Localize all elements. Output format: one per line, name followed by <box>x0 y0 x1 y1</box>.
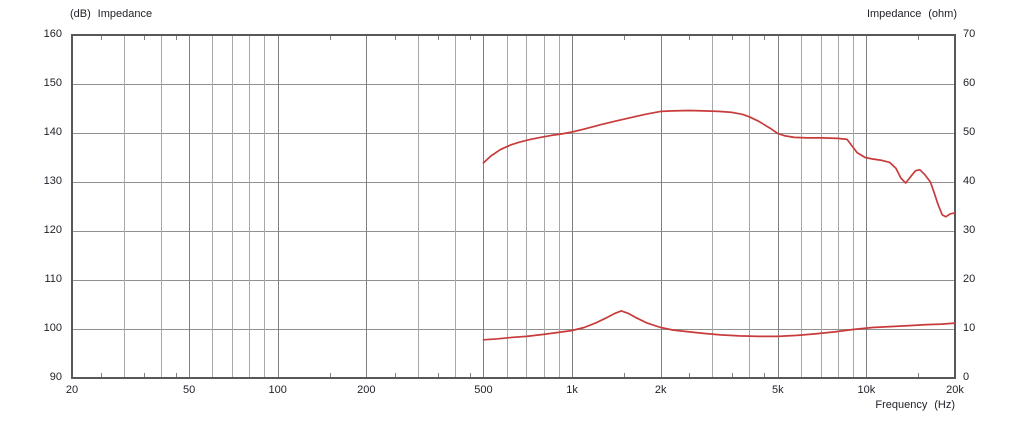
x-tick-label: 1k <box>566 384 578 396</box>
y-right-tick-label: 20 <box>963 273 976 285</box>
y-right-tick-label: 40 <box>963 175 976 187</box>
y-left-tick-label: 90 <box>49 371 62 383</box>
y-right-tick-label: 70 <box>963 28 976 40</box>
response-curve-db <box>482 109 956 218</box>
y-right-tick-label: 60 <box>963 77 976 89</box>
right-axis-title: Impedance (ohm) <box>866 8 957 20</box>
x-tick-label: 5k <box>771 384 784 396</box>
y-right-tick-label: 30 <box>963 224 976 236</box>
y-left-tick-label: 120 <box>43 224 62 236</box>
y-left-tick-label: 130 <box>43 175 62 187</box>
x-axis-title: Frequency (Hz) <box>875 399 955 411</box>
y-right-tick-label: 10 <box>963 322 976 334</box>
x-tick-label: 10k <box>857 384 876 396</box>
impedance-curve-ohm <box>482 310 956 341</box>
x-tick-label: 50 <box>183 384 196 396</box>
x-tick-label: 20 <box>65 384 79 396</box>
y-right-tick-label: 50 <box>963 126 976 138</box>
x-tick-label: 2k <box>654 384 667 396</box>
x-tick-label: 200 <box>357 384 376 396</box>
plot-frame <box>71 34 956 379</box>
x-tick-label: 500 <box>474 384 493 396</box>
left-axis-title: (dB) Impedance <box>70 8 153 20</box>
y-left-tick-label: 140 <box>43 126 62 138</box>
y-left-tick-label: 150 <box>43 77 62 89</box>
y-left-tick-label: 110 <box>44 273 62 285</box>
x-tick-label: 20k <box>946 384 964 396</box>
y-right-tick-label: 0 <box>963 371 970 383</box>
x-tick-label: 100 <box>268 384 287 396</box>
y-left-tick-label: 100 <box>43 322 62 334</box>
y-left-tick-label: 160 <box>43 28 62 40</box>
